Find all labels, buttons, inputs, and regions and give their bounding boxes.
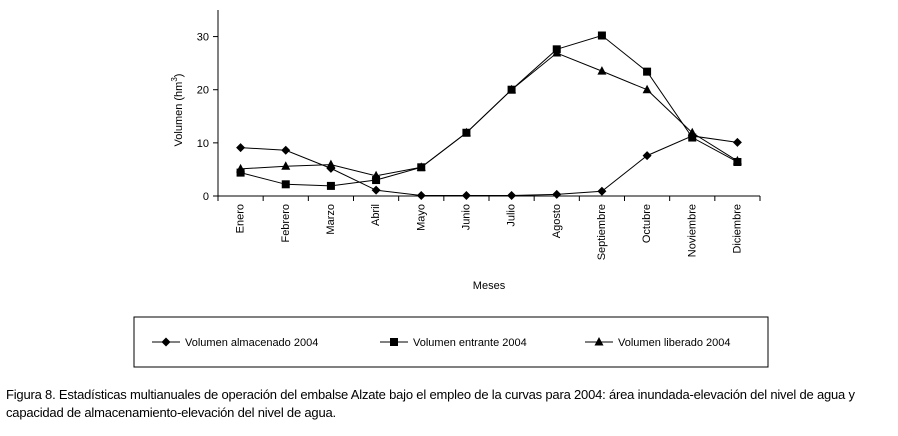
data-point	[236, 163, 246, 173]
x-tick-label: Marzo	[325, 204, 337, 235]
data-point	[461, 127, 471, 137]
x-tick-label: Enero	[235, 204, 247, 233]
legend-item-3: Volumen liberado 2004	[585, 337, 731, 349]
legend-item-1: Volumen almacenado 2004	[152, 337, 318, 349]
data-point	[326, 181, 335, 190]
data-point	[687, 127, 697, 137]
legend-marker	[594, 337, 604, 346]
series-layer	[236, 31, 742, 200]
data-point	[416, 190, 426, 200]
data-point	[372, 176, 381, 185]
legend-marker	[390, 338, 398, 346]
legend-label: Volumen almacenado 2004	[185, 337, 318, 349]
data-point	[642, 84, 652, 94]
x-tick-label: Septiembre	[596, 204, 608, 260]
x-tick-label: Diciembre	[731, 204, 743, 254]
data-point	[507, 84, 517, 94]
data-point	[371, 185, 381, 195]
x-tick-label: Mayo	[415, 204, 427, 231]
data-point	[552, 189, 562, 199]
legend-box	[133, 316, 769, 368]
data-point	[281, 161, 291, 170]
data-point	[281, 145, 291, 155]
data-point	[732, 155, 742, 165]
x-tick-label: Julio	[506, 204, 518, 227]
data-point	[371, 170, 381, 180]
data-point	[461, 190, 471, 200]
series-line	[240, 52, 738, 177]
x-tick-label: Octubre	[641, 204, 653, 243]
y-axis-title-main: Volumen (hm	[173, 82, 185, 147]
y-axis-title-superscript: 3	[170, 77, 179, 82]
data-point	[281, 180, 290, 189]
data-point	[732, 137, 742, 147]
line-chart: 0 10 20 30 Enero Febrero Marzo Abril Mayo Junio Ju…	[133, 10, 769, 368]
data-point	[326, 159, 336, 169]
data-point	[688, 133, 697, 142]
data-point	[236, 168, 245, 177]
x-tick-label: Junio	[460, 204, 472, 230]
axes: 0 10 20 30 Enero Febrero Marzo Abril Mayo Junio Ju…	[197, 10, 761, 260]
data-point	[597, 66, 607, 75]
data-point	[642, 151, 652, 161]
y-axis-title-close: )	[173, 74, 185, 78]
series-3	[236, 48, 742, 180]
legend-marker	[161, 337, 171, 347]
legend-label: Volumen entrante 2004	[413, 337, 527, 349]
x-tick-label: Noviembre	[686, 204, 698, 257]
y-axis-title: Volumen (hm3)	[170, 74, 185, 147]
y-tick-label: 10	[197, 138, 209, 150]
legend-label: Volumen liberado 2004	[618, 337, 731, 349]
series-line	[240, 135, 738, 196]
legend: Volumen almacenado 2004 Volumen entrante …	[152, 337, 731, 349]
figure-caption: Figura 8. Estadísticas multianuales de o…	[6, 387, 855, 420]
y-tick-label: 0	[203, 191, 209, 203]
x-tick-label: Abril	[370, 204, 382, 226]
data-point	[416, 162, 426, 171]
y-tick-label: 20	[197, 85, 209, 97]
x-tick-label: Agosto	[551, 204, 563, 238]
x-axis-title: Meses	[473, 280, 506, 292]
data-point	[643, 67, 652, 76]
data-point	[507, 190, 517, 200]
data-point	[236, 143, 246, 153]
data-point	[552, 48, 562, 57]
data-point	[597, 31, 606, 40]
legend-item-2: Volumen entrante 2004	[380, 337, 527, 349]
x-tick-label: Febrero	[280, 204, 292, 243]
y-tick-label: 30	[197, 32, 209, 44]
data-point	[597, 186, 607, 196]
